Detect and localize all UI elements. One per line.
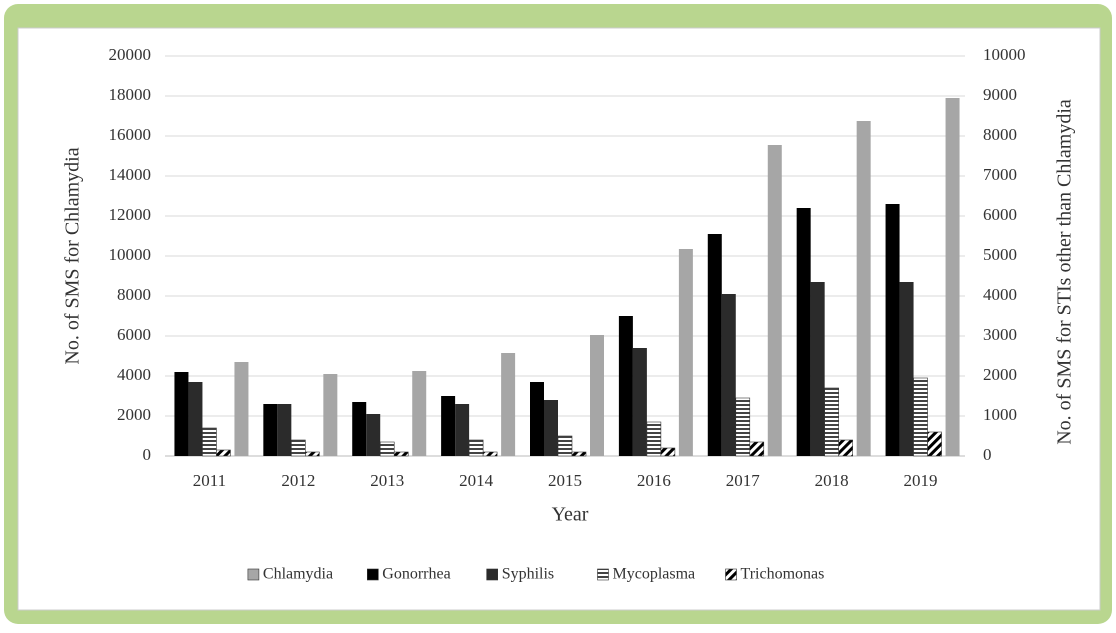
bar — [468, 439, 484, 457]
plot-panel — [17, 27, 1101, 611]
bar — [796, 208, 811, 456]
bar — [323, 374, 338, 456]
y-tick-label: 16000 — [109, 125, 152, 144]
bar — [441, 396, 456, 456]
bar — [678, 249, 693, 456]
bar — [277, 404, 292, 456]
y-tick-label: 4000 — [117, 365, 151, 384]
legend-swatch — [725, 568, 737, 581]
bar — [945, 98, 960, 456]
bar — [885, 204, 900, 456]
legend-swatch — [247, 568, 260, 581]
y2-tick-label: 7000 — [983, 165, 1017, 184]
legend-label: Trichomonas — [741, 566, 825, 583]
bar — [571, 451, 587, 457]
bar — [707, 234, 722, 456]
y2-tick-label: 5000 — [983, 245, 1017, 264]
y2-tick-label: 8000 — [983, 125, 1017, 144]
bar — [856, 121, 871, 456]
bar — [202, 427, 217, 457]
legend-swatch — [597, 568, 609, 581]
bar — [305, 451, 320, 457]
x-tick-label: 2018 — [815, 471, 849, 490]
bar — [455, 404, 470, 456]
y-tick-label: 20000 — [109, 45, 152, 64]
bar — [544, 400, 558, 456]
bar — [590, 335, 604, 456]
legend-label: Mycoplasma — [613, 566, 696, 583]
bar — [810, 282, 825, 456]
legend-swatch — [486, 568, 499, 581]
y2-tick-label: 9000 — [983, 85, 1017, 104]
x-tick-label: 2016 — [637, 471, 671, 490]
bar — [632, 348, 647, 456]
bar — [646, 421, 662, 457]
x-tick-label: 2017 — [726, 471, 761, 490]
legend-swatch — [366, 568, 379, 581]
y-tick-label: 18000 — [109, 85, 152, 104]
bar — [557, 435, 573, 457]
y2-tick-label: 2000 — [983, 365, 1017, 384]
legend-label: Syphilis — [502, 566, 554, 583]
bar — [174, 372, 189, 456]
y-axis-title: No. of SMS for Chlamydia — [62, 147, 84, 364]
bar — [735, 397, 751, 457]
x-tick-label: 2013 — [370, 471, 404, 490]
y2-tick-label: 4000 — [983, 285, 1017, 304]
x-tick-label: 2019 — [904, 471, 938, 490]
x-tick-label: 2015 — [548, 471, 582, 490]
y-tick-label: 14000 — [109, 165, 152, 184]
bar — [352, 402, 367, 456]
y-tick-label: 0 — [143, 445, 152, 464]
bar — [263, 404, 278, 456]
bar — [366, 414, 381, 456]
legend-label: Chlamydia — [263, 566, 333, 583]
bar — [767, 145, 782, 456]
y-tick-label: 10000 — [109, 245, 152, 264]
bar — [234, 362, 249, 456]
bar — [530, 382, 544, 456]
x-tick-label: 2012 — [281, 471, 315, 490]
bar — [618, 316, 633, 456]
bar — [824, 387, 839, 457]
bar — [482, 451, 498, 457]
y2-tick-label: 3000 — [983, 325, 1017, 344]
y2-tick-label: 10000 — [983, 45, 1026, 64]
y-tick-label: 2000 — [117, 405, 151, 424]
bar — [927, 431, 942, 457]
y2-tick-label: 6000 — [983, 205, 1017, 224]
y-tick-label: 6000 — [117, 325, 151, 344]
bar — [188, 382, 203, 456]
bar — [838, 439, 853, 457]
y-tick-label: 12000 — [109, 205, 152, 224]
bar — [899, 282, 914, 456]
x-axis-title: Year — [552, 504, 589, 526]
y2-axis-title: No. of SMS for STIs other than Chlamydia — [1054, 99, 1076, 445]
bar — [379, 441, 395, 457]
bar — [721, 294, 736, 456]
bar — [393, 451, 409, 457]
y2-tick-label: 1000 — [983, 405, 1017, 424]
bar — [913, 377, 928, 457]
bar — [412, 371, 427, 456]
bar — [216, 449, 231, 457]
x-tick-label: 2014 — [459, 471, 494, 490]
legend-label: Gonorrhea — [382, 566, 450, 583]
bar — [501, 353, 516, 456]
bar — [660, 447, 676, 457]
bar — [749, 441, 765, 457]
x-tick-label: 2011 — [193, 471, 226, 490]
y2-tick-label: 0 — [983, 445, 992, 464]
y-tick-label: 8000 — [117, 285, 151, 304]
bar — [291, 439, 306, 457]
